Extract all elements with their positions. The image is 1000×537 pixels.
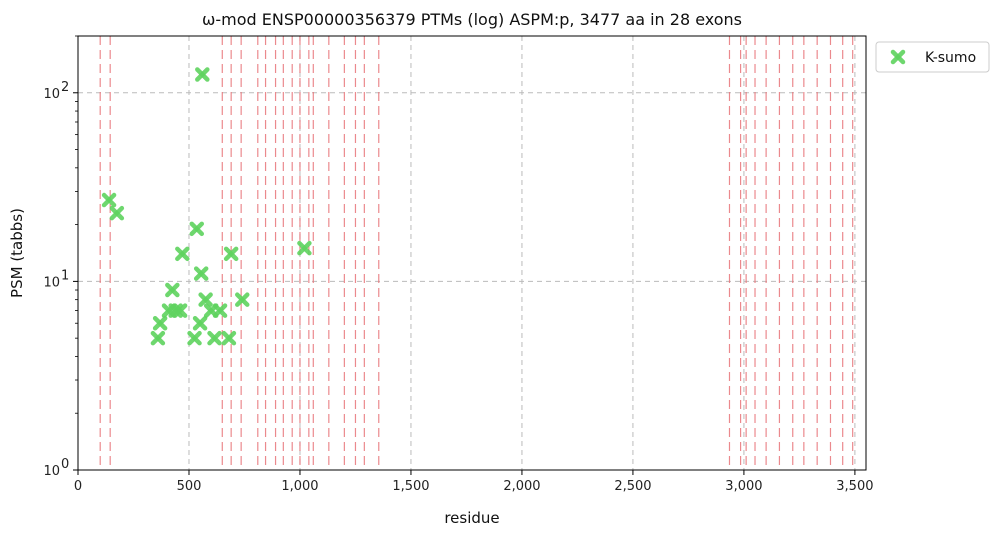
data-point: [165, 282, 180, 298]
chart-title: ω-mod ENSP00000356379 PTMs (log) ASPM:p,…: [202, 10, 742, 29]
data-point: [189, 221, 205, 237]
x-tick-label: 2,500: [614, 479, 651, 494]
legend-box: [875, 41, 990, 73]
x-tick-label: 500: [177, 479, 202, 494]
data-point: [101, 192, 117, 208]
data-point: [192, 315, 208, 331]
y-tick-label: 10: [43, 464, 60, 479]
data-point: [198, 292, 213, 307]
legend: K-sumo: [875, 41, 990, 73]
data-point: [235, 292, 250, 307]
legend-entry-label: K-sumo: [925, 50, 976, 66]
x-tick-label: 2,000: [503, 479, 540, 494]
x-tick-label: 3,500: [836, 479, 873, 494]
data-point: [195, 67, 210, 82]
legend-marker-x: [890, 49, 906, 65]
x-tick-label: 3,000: [725, 479, 762, 494]
x-tick-label: 1,000: [281, 479, 318, 494]
data-point: [223, 246, 239, 262]
x-axis-label: residue: [444, 509, 499, 527]
data-points: [101, 67, 312, 346]
data-point: [193, 266, 209, 281]
y-tick-label: 10: [43, 275, 60, 290]
data-point: [297, 240, 312, 256]
data-point: [187, 330, 202, 346]
x-tick-label: 0: [74, 479, 82, 494]
legend-marker-x-icon: [890, 49, 906, 65]
plot-frame: [77, 35, 867, 471]
data-point: [150, 330, 166, 346]
x-axis: 0 500 1,000 1,500 2,000 2,500 3,000 3,500: [74, 470, 874, 494]
y-tick-exponent: 2: [61, 80, 69, 95]
y-tick-exponent: 0: [61, 457, 69, 472]
data-point: [221, 330, 237, 346]
y-tick-exponent: 1: [61, 268, 69, 283]
y-axis-label: PSM (tabbs): [8, 208, 26, 298]
exon-boundaries: [99, 36, 854, 470]
data-point: [207, 330, 222, 346]
data-point: [172, 303, 188, 318]
data-point: [212, 303, 228, 318]
data-point: [109, 205, 125, 221]
y-tick-label: 10: [43, 87, 60, 102]
data-point: [175, 246, 190, 262]
x-tick-label: 1,500: [392, 479, 429, 494]
data-point: [152, 315, 168, 331]
